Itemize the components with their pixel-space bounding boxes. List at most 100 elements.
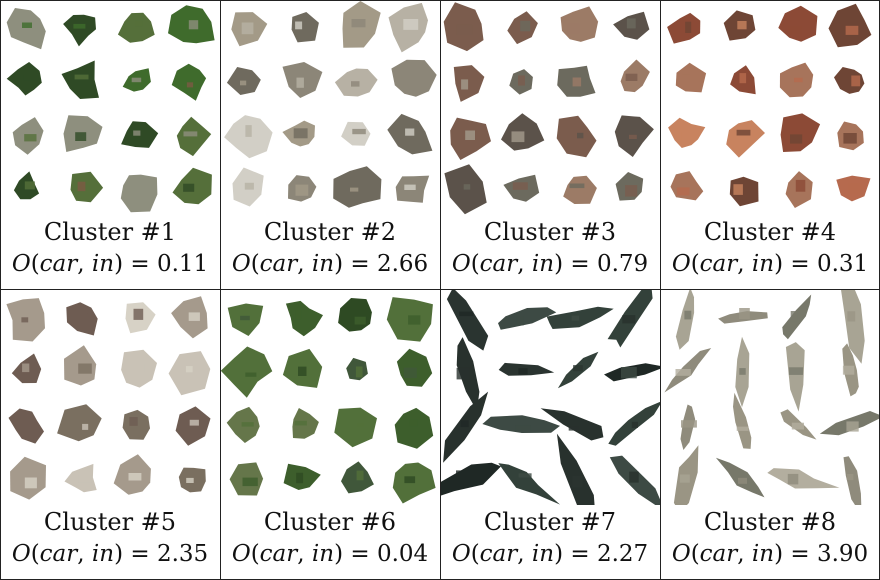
image-patch	[546, 306, 614, 329]
image-patch	[726, 120, 765, 158]
patch-texture	[520, 20, 531, 32]
image-patch	[498, 463, 561, 505]
image-patch	[540, 408, 604, 441]
patch-texture	[791, 422, 804, 430]
patch-texture	[794, 77, 803, 83]
patch-texture	[788, 25, 803, 34]
image-patch	[333, 166, 382, 208]
patch-texture	[795, 179, 806, 192]
patch-texture	[244, 182, 254, 190]
patch-texture	[188, 20, 199, 30]
image-patch	[70, 171, 104, 203]
cluster-cell-8: Cluster #8 O(car, in) = 3.90	[660, 290, 880, 580]
overlap-value: 3.90	[816, 541, 869, 567]
image-patch	[667, 12, 701, 44]
patch-texture	[733, 184, 743, 195]
patch-texture	[131, 77, 142, 83]
patch-texture	[186, 82, 194, 88]
patch-texture	[405, 128, 415, 136]
grid-divider	[220, 0, 221, 580]
patch-texture	[403, 80, 415, 85]
image-patch	[834, 67, 865, 94]
overlap-score: O(car, in) = 0.04	[231, 541, 429, 567]
patch-texture	[128, 473, 142, 481]
patch-texture	[404, 476, 416, 484]
patch-texture	[21, 317, 29, 323]
cluster-title: Cluster #2	[263, 218, 397, 246]
patch-texture	[512, 182, 528, 190]
patch-texture	[354, 316, 366, 325]
patch-texture	[738, 477, 747, 484]
image-patch	[841, 290, 865, 364]
overlap-score: O(car, in) = 0.11	[11, 251, 209, 277]
image-patch	[563, 175, 597, 204]
patch-texture	[681, 132, 691, 143]
patch-texture	[75, 132, 87, 141]
patch-texture	[22, 363, 30, 373]
overlap-score: O(car, in) = 2.27	[451, 541, 649, 567]
patch-texture	[577, 132, 584, 139]
patch-texture	[351, 81, 360, 87]
patch-texture	[463, 184, 471, 190]
image-patch	[498, 307, 557, 330]
image-patch	[285, 300, 323, 337]
patch-texture	[456, 24, 473, 35]
patch-texture	[186, 477, 194, 483]
overlap-value: 0.11	[156, 251, 209, 277]
image-patch	[6, 8, 46, 50]
cluster-cell-5: Cluster #5 O(car, in) = 2.35	[0, 290, 220, 580]
patch-mosaic	[224, 1, 437, 208]
overlap-score: O(car, in) = 2.35	[11, 541, 209, 567]
patch-texture	[459, 311, 474, 317]
patch-texture	[626, 18, 636, 29]
patch-texture	[294, 420, 307, 426]
patch-texture	[351, 19, 366, 28]
patch-texture	[573, 365, 583, 372]
patch-texture	[24, 134, 37, 142]
patch-texture	[736, 129, 751, 136]
cluster-title: Cluster #7	[483, 508, 617, 536]
image-patch	[63, 14, 96, 47]
image-patch	[828, 3, 872, 48]
patch-texture	[293, 128, 308, 139]
patch-mosaic	[6, 296, 211, 500]
cluster-title: Cluster #4	[703, 218, 837, 246]
patch-texture	[77, 181, 86, 192]
patch-texture	[790, 311, 798, 322]
patch-texture	[843, 133, 857, 144]
patch-texture	[518, 473, 532, 478]
patch-texture	[682, 74, 690, 82]
cluster-cell-2: Cluster #2 O(car, in) = 2.66	[220, 0, 440, 290]
patch-texture	[129, 417, 138, 426]
cluster-cell-1: Cluster #1 O(car, in) = 0.11	[0, 0, 220, 290]
patch-texture	[511, 131, 525, 143]
patch-texture	[685, 21, 692, 33]
patch-texture	[183, 131, 198, 137]
patch-texture	[245, 125, 252, 137]
cluster-title: Cluster #8	[703, 508, 837, 536]
patch-mosaic	[440, 290, 660, 505]
patch-texture	[571, 315, 580, 321]
image-patch	[291, 12, 319, 43]
patch-texture	[355, 366, 363, 378]
patch-texture	[679, 474, 690, 483]
image-patch	[715, 457, 765, 498]
patch-texture	[404, 184, 416, 190]
patch-mosaic	[220, 297, 436, 504]
patch-texture	[737, 21, 747, 30]
patch-texture	[356, 423, 364, 428]
patch-texture	[629, 471, 639, 483]
patch-texture	[684, 310, 692, 320]
patch-texture	[82, 423, 89, 430]
patch-texture	[73, 23, 86, 29]
image-patch	[453, 65, 485, 102]
image-patch	[117, 12, 155, 43]
cluster-cell-3: Cluster #3 O(car, in) = 0.79	[440, 0, 660, 290]
image-patch	[220, 346, 273, 398]
overlap-value: 0.79	[596, 251, 649, 277]
patch-texture	[736, 426, 749, 431]
image-patch	[175, 406, 211, 446]
image-patch	[120, 174, 158, 213]
cluster-title: Cluster #1	[43, 218, 177, 246]
